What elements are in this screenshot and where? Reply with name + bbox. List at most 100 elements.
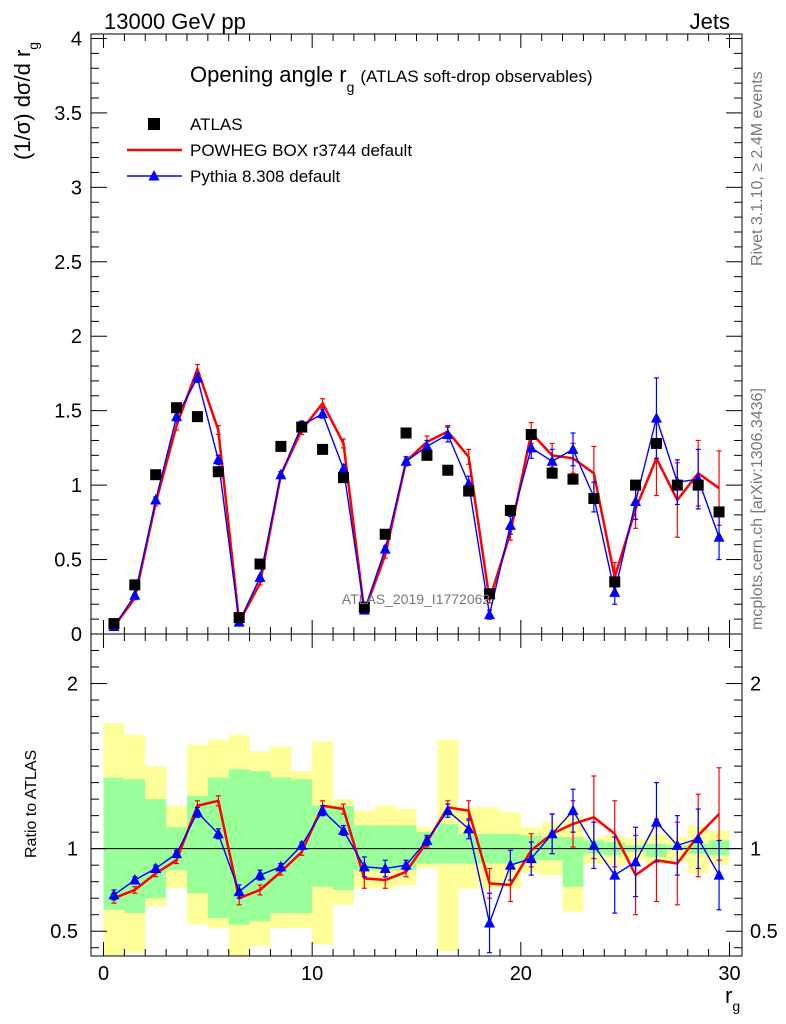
ratio-y-tick-label: 2 [67, 674, 78, 696]
atlas-marker [191, 411, 203, 423]
ratio-pythia-marker [421, 834, 433, 845]
pythia-marker [129, 589, 141, 600]
ratio-pythia-marker [525, 852, 537, 864]
ratio-pythia-marker [588, 839, 600, 850]
ratio-pythia-marker [254, 869, 266, 880]
x-axis-label-subscript: g [732, 998, 740, 1014]
pythia-marker [150, 494, 162, 505]
x-tick-label: 30 [718, 963, 740, 985]
main-y-tick-label: 1 [71, 475, 82, 497]
x-tick-label: 20 [510, 963, 532, 985]
band-inner-bin [333, 805, 354, 890]
atlas-marker [212, 466, 224, 478]
header-left: 13000 GeV pp [104, 9, 246, 34]
ratio-pythia-marker [692, 832, 704, 844]
pythia-marker [463, 477, 475, 489]
ratio-pythia-marker [108, 888, 120, 900]
ratio-pythia-marker [546, 827, 558, 839]
ratio-pythia-marker [296, 839, 308, 850]
main-data-layer [108, 363, 725, 632]
atlas-marker [650, 437, 662, 449]
pythia-marker [212, 453, 224, 465]
ratio-pythia-marker [442, 804, 454, 816]
ratio-pythia-marker [337, 824, 349, 836]
chart-title: Opening angle rg (ATLAS soft-drop observa… [190, 62, 592, 95]
band-inner-bin [437, 823, 459, 864]
band-inner-bin [124, 779, 146, 914]
ratio-powheg-line [113, 799, 720, 900]
atlas-marker [546, 467, 558, 479]
atlas-marker [609, 576, 621, 588]
legend-atlas-marker [148, 118, 160, 130]
pythia-marker [400, 455, 412, 466]
atlas-marker [150, 469, 162, 481]
band-inner-bin [103, 777, 125, 910]
ratio-y-label: Ratio to ATLAS [23, 750, 40, 858]
ratio-pythia-marker [171, 847, 183, 859]
ratio-axes: 0 10 20 30 0.5 0.5 1 1 2 2 [50, 634, 778, 985]
x-tick-label: 0 [98, 963, 109, 985]
atlas-marker [171, 402, 183, 414]
atlas-marker [296, 421, 308, 433]
ratio-pythia-marker [379, 862, 391, 873]
atlas-marker [108, 618, 120, 630]
ratio-pythia-marker [212, 827, 224, 839]
pythia-marker [504, 519, 516, 530]
band-inner-bin [312, 805, 334, 887]
ratio-y-tick-label-right: 0.5 [750, 921, 778, 943]
ratio-pythia-marker [650, 816, 662, 827]
x-axis-label-text: r [725, 983, 732, 1008]
ratio-pythia-marker [567, 804, 579, 816]
powheg-line [112, 367, 720, 628]
main-y-tick-label: 3.5 [54, 103, 82, 125]
atlas-marker [504, 504, 516, 516]
pythia-marker [275, 468, 287, 480]
ratio-pythia-marker [150, 862, 162, 873]
ratio-pythia-marker [191, 806, 203, 817]
pythia-marker [421, 440, 433, 451]
atlas-marker [337, 472, 349, 484]
legend-label: POWHEG BOX r3744 default [190, 141, 412, 160]
chart-title-subscript: g [347, 79, 355, 95]
ratio-pythia-marker [317, 804, 329, 816]
legend-label: Pythia 8.308 default [190, 167, 341, 186]
ratio-pythia-marker [630, 855, 642, 867]
ratio-pythia-marker [484, 916, 496, 928]
ratio-pythia-line [113, 809, 720, 924]
main-y-label-text: (1/σ) dσ/d r [10, 50, 35, 160]
ratio-pythia-marker [609, 869, 621, 880]
mcplots-label: mcplots.cern.ch [arXiv:1306.3436] [749, 388, 766, 630]
main-y-label-subscript: g [25, 42, 41, 50]
main-y-tick-label: 2.5 [54, 252, 82, 274]
legend: ATLAS POWHEG BOX r3744 default Pythia 8.30… [127, 115, 412, 186]
pythia-marker [379, 543, 391, 554]
pythia-marker [442, 428, 454, 439]
atlas-marker [567, 473, 579, 485]
atlas-marker [379, 528, 391, 540]
ratio-y-tick-label: 0.5 [50, 921, 78, 943]
pythia-marker [191, 371, 203, 383]
atlas-marker [630, 479, 642, 491]
legend-pythia-marker [148, 170, 160, 181]
main-y-tick-label: 0 [71, 624, 82, 646]
main-y-tick-label: 0.5 [54, 550, 82, 572]
header-right: Jets [690, 9, 730, 34]
ratio-pythia-marker [504, 859, 516, 870]
ratio-y-tick-label-right: 1 [750, 839, 761, 861]
ratio-pythia-marker [671, 839, 683, 850]
ratio-y-tick-label-right: 2 [750, 674, 761, 696]
main-panel: 00.511.522.533.54 (1/σ) dσ/d rg Opening … [10, 28, 743, 646]
atlas-marker [400, 427, 412, 439]
atlas-marker [463, 485, 475, 497]
main-y-tick-label: 2 [71, 326, 82, 348]
atlas-marker [317, 443, 329, 455]
atlas-marker [713, 506, 725, 518]
ratio-pythia-marker [129, 874, 141, 885]
pythia-marker [630, 495, 642, 506]
pythia-line [113, 377, 720, 627]
band-inner-bin [270, 777, 292, 914]
atlas-marker [358, 601, 370, 613]
ratio-y-tick-label: 1 [67, 839, 78, 861]
atlas-marker [692, 479, 704, 491]
legend-label: ATLAS [190, 115, 243, 134]
